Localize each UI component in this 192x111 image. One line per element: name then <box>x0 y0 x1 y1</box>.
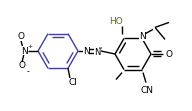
Text: N: N <box>94 48 100 56</box>
Text: N: N <box>22 47 28 56</box>
Text: HO: HO <box>109 17 123 26</box>
Text: O: O <box>17 32 25 41</box>
Text: -: - <box>27 67 29 76</box>
Text: ": " <box>98 46 102 52</box>
Text: O: O <box>166 50 172 58</box>
Text: N: N <box>83 47 89 56</box>
Text: O: O <box>18 61 26 70</box>
Text: CN: CN <box>141 86 153 95</box>
Text: N: N <box>139 32 145 41</box>
Text: Cl: Cl <box>69 78 77 87</box>
Text: +: + <box>27 44 33 49</box>
